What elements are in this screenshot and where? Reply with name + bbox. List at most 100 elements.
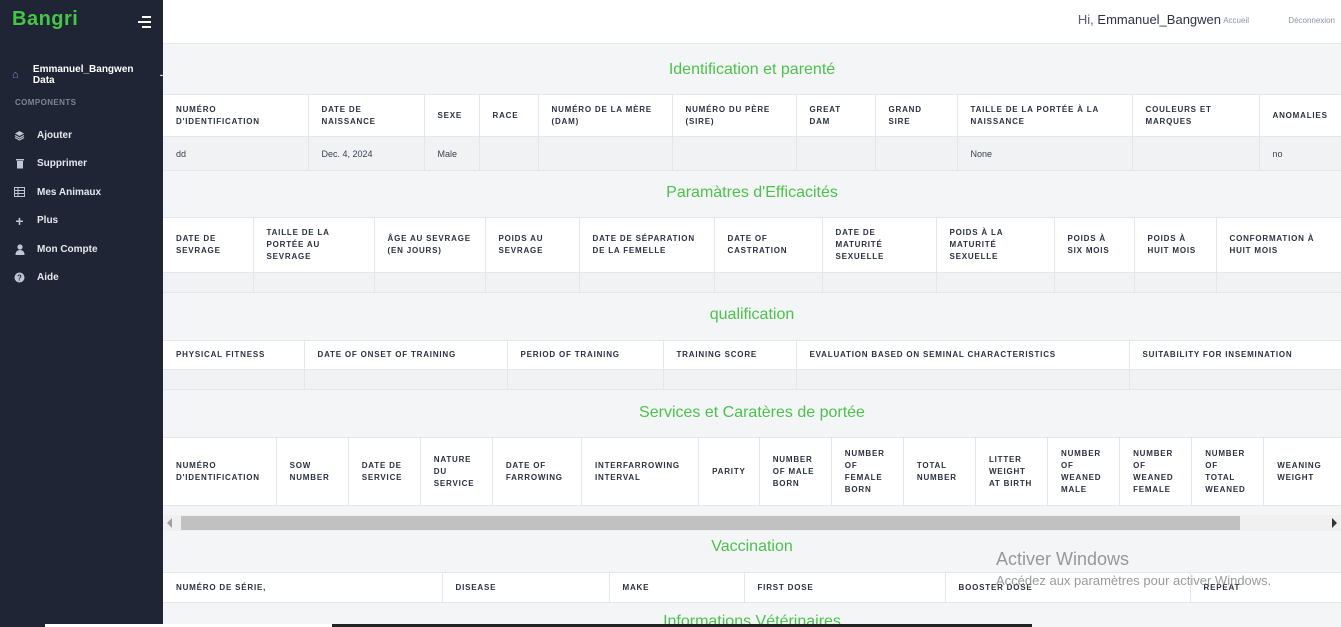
table-cell — [538, 136, 673, 171]
table-cell — [163, 369, 305, 390]
table-cell — [822, 272, 937, 293]
main-content: Identification et parenté Numéro d'ident… — [163, 44, 1341, 627]
sidebar-item-supprimer[interactable]: Supprimer — [13, 150, 101, 179]
column-header: First dose — [744, 572, 946, 603]
svg-text:?: ? — [17, 274, 22, 283]
sidebar-user-label: Emmanuel_Bangwen Data — [32, 64, 134, 86]
column-header: Conformation à huit mois — [1216, 217, 1341, 273]
table-cell — [485, 272, 580, 293]
column-header: Interfarrowing interval — [581, 437, 700, 506]
table-cell: Male — [424, 136, 480, 171]
table-cell — [714, 272, 823, 293]
column-header: Number of weaned female — [1119, 437, 1193, 506]
column-header: Numéro de série, — [163, 572, 443, 603]
column-header: Numéro du père (Sire) — [672, 94, 797, 137]
bottom-edge-dark — [332, 624, 1032, 627]
column-header: Date of farrowing — [492, 437, 582, 506]
column-header: Taille de la portée à la naissance — [957, 94, 1133, 137]
table-cell: Dec. 4, 2024 — [308, 136, 425, 171]
sidebar-item-ajouter[interactable]: Ajouter — [13, 121, 101, 150]
sidebar-item-mes-animaux[interactable]: Mes Animaux — [13, 178, 101, 207]
column-header: Sow number — [276, 437, 349, 506]
column-header: Number of weaned male — [1047, 437, 1121, 506]
column-header: Taille de la portée au sevrage — [253, 217, 375, 273]
table-cell — [1216, 272, 1341, 293]
sidebar-section-label: COMPONENTS — [15, 98, 77, 107]
table-cell — [507, 369, 664, 390]
column-header: Repeat — [1190, 572, 1341, 603]
table-icon — [13, 186, 26, 198]
column-header: Anomalies — [1259, 94, 1341, 137]
column-header: Poids au sevrage — [485, 217, 580, 273]
menu-toggle-icon[interactable] — [138, 16, 151, 31]
accueil-link[interactable]: Accueil — [1223, 16, 1249, 25]
column-header: Training score — [663, 340, 797, 370]
top-bar: Hi, Emmanuel_Bangwen Accueil Déconnexion — [163, 0, 1341, 44]
deconnexion-link[interactable]: Déconnexion — [1288, 16, 1335, 25]
trash-icon — [13, 158, 26, 170]
column-header: Date de maturité sexuelle — [822, 217, 937, 273]
efficacite-table: Date de sevrage Taille de la portée au se… — [163, 217, 1341, 293]
table-cell — [1054, 272, 1135, 293]
column-header: Date of castration — [714, 217, 823, 273]
help-icon: ? — [13, 272, 26, 284]
table-cell — [163, 272, 254, 293]
column-header: Weaning weight — [1263, 437, 1341, 506]
column-header: Great Dam — [796, 94, 876, 137]
column-header: Poids à six mois — [1054, 217, 1135, 273]
scroll-left-icon[interactable] — [167, 518, 172, 528]
column-header: Race — [479, 94, 539, 137]
table-cell — [796, 369, 1130, 390]
scrollbar-thumb[interactable] — [181, 516, 1240, 530]
column-header: Date de séparation de la femelle — [579, 217, 715, 273]
column-header: Period of training — [507, 340, 664, 370]
sidebar-item-mon-compte[interactable]: Mon Compte — [13, 235, 101, 264]
column-header: Total number — [903, 437, 976, 506]
column-header: Booster dose — [945, 572, 1191, 603]
column-header: Grand Sire — [875, 94, 958, 137]
sidebar-user[interactable]: ⌂ Emmanuel_Bangwen Data - — [12, 64, 163, 86]
table-cell — [1134, 272, 1217, 293]
sidebar-item-label: Mes Animaux — [37, 186, 102, 198]
horizontal-scrollbar[interactable] — [163, 515, 1341, 531]
section-title-qualification: qualification — [709, 306, 795, 323]
column-header: Make — [609, 572, 745, 603]
greeting-text: Hi, — [1077, 12, 1094, 27]
column-header: Disease — [442, 572, 610, 603]
column-header: Physical fitness — [163, 340, 305, 370]
table-cell: no — [1259, 136, 1341, 171]
column-header: Parity — [698, 437, 760, 506]
sidebar: Bangri ⌂ Emmanuel_Bangwen Data - COMPONE… — [0, 0, 163, 627]
table-cell — [304, 369, 508, 390]
sidebar-item-label: Aide — [37, 272, 59, 284]
greeting-username: Emmanuel_Bangwen — [1097, 12, 1221, 27]
table-cell — [253, 272, 375, 293]
section-title-efficacite: Paramàtres d'Efficacités — [666, 184, 838, 201]
column-header: Number of male born — [759, 437, 832, 506]
column-header: Date de naissance — [308, 94, 425, 137]
layers-icon — [13, 129, 26, 141]
section-title-services: Services et Caratères de portée — [639, 404, 865, 421]
home-icon: ⌂ — [12, 69, 19, 81]
sidebar-item-label: Plus — [37, 215, 59, 227]
plus-icon: + — [15, 212, 24, 229]
sidebar-nav: Ajouter Supprimer Mes Animaux + Plus Mon… — [13, 121, 101, 292]
table-cell: None — [957, 136, 1133, 171]
table-cell — [672, 136, 797, 171]
scroll-right-icon[interactable] — [1332, 518, 1337, 528]
table-cell — [479, 136, 539, 171]
column-header: Evaluation based on seminal characterist… — [796, 340, 1130, 370]
column-header: Nature du service — [420, 437, 493, 506]
column-header: Poids à la maturité sexuelle — [936, 217, 1055, 273]
sidebar-item-aide[interactable]: ? Aide — [13, 264, 101, 293]
section-title-vaccination: Vaccination — [711, 538, 793, 555]
sidebar-item-plus[interactable]: + Plus — [13, 207, 101, 236]
brand-logo[interactable]: Bangri — [12, 8, 79, 30]
vaccination-table: Numéro de série, Disease Make First dose Boo… — [163, 572, 1341, 603]
table-cell — [374, 272, 486, 293]
column-header: Litter weight at birth — [975, 437, 1049, 506]
table-cell — [936, 272, 1055, 293]
table-cell — [663, 369, 797, 390]
sidebar-item-label: Ajouter — [37, 129, 72, 141]
section-title-veterinaire: Informations Vétérinaires — [663, 613, 841, 627]
